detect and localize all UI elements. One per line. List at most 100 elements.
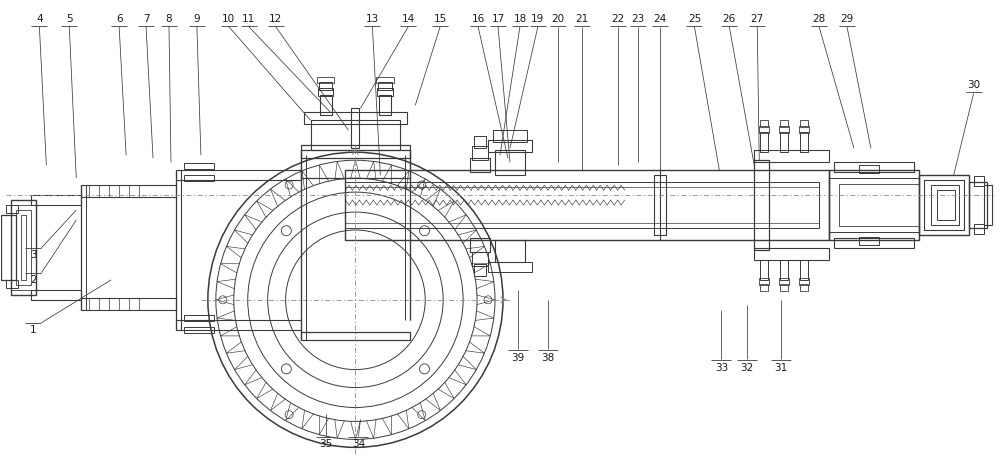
Text: 39: 39: [511, 353, 525, 363]
Bar: [488, 262, 532, 272]
Bar: [319, 83, 332, 91]
Bar: [472, 146, 488, 160]
Bar: [378, 83, 392, 91]
Bar: [760, 284, 768, 291]
Bar: [470, 238, 490, 252]
Bar: [829, 178, 919, 232]
Text: 32: 32: [741, 363, 754, 372]
Text: 35: 35: [319, 439, 332, 449]
Bar: [6, 280, 18, 288]
Bar: [759, 126, 769, 133]
Text: 28: 28: [812, 14, 826, 23]
Bar: [974, 176, 984, 186]
Text: 11: 11: [242, 14, 255, 23]
Text: 12: 12: [269, 14, 282, 23]
Bar: [859, 165, 879, 173]
Bar: [472, 252, 488, 266]
Bar: [21, 215, 26, 280]
Bar: [754, 150, 829, 162]
Text: 22: 22: [611, 14, 624, 23]
Bar: [376, 77, 394, 83]
Bar: [301, 145, 410, 178]
Bar: [474, 136, 486, 148]
Bar: [779, 278, 789, 285]
Bar: [654, 175, 666, 235]
Text: 18: 18: [513, 14, 527, 23]
Bar: [176, 170, 301, 180]
Bar: [829, 170, 919, 240]
Bar: [834, 238, 914, 248]
Text: 13: 13: [366, 14, 379, 23]
Bar: [800, 132, 808, 152]
Text: 10: 10: [222, 14, 235, 23]
Bar: [495, 150, 525, 175]
Text: 6: 6: [116, 14, 122, 23]
Bar: [495, 240, 525, 262]
Bar: [11, 200, 36, 295]
Bar: [924, 180, 964, 230]
Text: 20: 20: [551, 14, 564, 23]
Text: 2: 2: [30, 275, 37, 285]
Bar: [379, 95, 391, 115]
Bar: [488, 140, 532, 152]
Bar: [470, 158, 490, 172]
Bar: [800, 260, 808, 280]
Bar: [760, 132, 768, 152]
Bar: [81, 185, 176, 197]
Bar: [81, 298, 176, 310]
Bar: [184, 163, 214, 169]
Text: 30: 30: [967, 81, 980, 91]
Bar: [345, 182, 819, 228]
Bar: [311, 121, 400, 150]
Bar: [919, 175, 969, 235]
Bar: [474, 264, 486, 276]
Bar: [184, 175, 214, 181]
Text: 3: 3: [30, 250, 37, 260]
Text: 26: 26: [723, 14, 736, 23]
Bar: [377, 89, 393, 97]
Text: 25: 25: [688, 14, 701, 23]
Text: 7: 7: [143, 14, 149, 23]
Text: 16: 16: [471, 14, 485, 23]
Text: 23: 23: [631, 14, 644, 23]
Text: 8: 8: [166, 14, 172, 23]
Text: 1: 1: [30, 325, 37, 335]
Bar: [318, 89, 333, 97]
Bar: [800, 284, 808, 291]
Bar: [984, 185, 992, 225]
Bar: [834, 162, 914, 172]
Text: 31: 31: [775, 363, 788, 372]
Bar: [304, 113, 407, 124]
Text: 19: 19: [531, 14, 545, 23]
Text: 4: 4: [36, 14, 43, 23]
Bar: [779, 126, 789, 133]
Bar: [859, 237, 879, 245]
Bar: [780, 260, 788, 280]
Bar: [317, 77, 334, 83]
Bar: [345, 170, 829, 240]
Text: 34: 34: [352, 439, 365, 449]
Bar: [974, 224, 984, 234]
Bar: [780, 121, 788, 127]
Bar: [799, 278, 809, 285]
Text: 5: 5: [66, 14, 73, 23]
Bar: [320, 95, 332, 115]
Bar: [493, 130, 527, 142]
Bar: [301, 150, 410, 158]
Bar: [780, 284, 788, 291]
Bar: [754, 160, 769, 250]
Bar: [11, 205, 36, 290]
Bar: [6, 205, 18, 213]
Text: 24: 24: [653, 14, 666, 23]
Text: 33: 33: [715, 363, 728, 372]
Bar: [800, 121, 808, 127]
Bar: [184, 327, 214, 333]
Text: 9: 9: [194, 14, 200, 23]
Text: 38: 38: [541, 353, 554, 363]
Bar: [937, 190, 955, 220]
Bar: [1, 215, 16, 280]
Bar: [799, 126, 809, 133]
Bar: [931, 185, 959, 225]
Bar: [301, 332, 410, 340]
Bar: [760, 121, 768, 127]
